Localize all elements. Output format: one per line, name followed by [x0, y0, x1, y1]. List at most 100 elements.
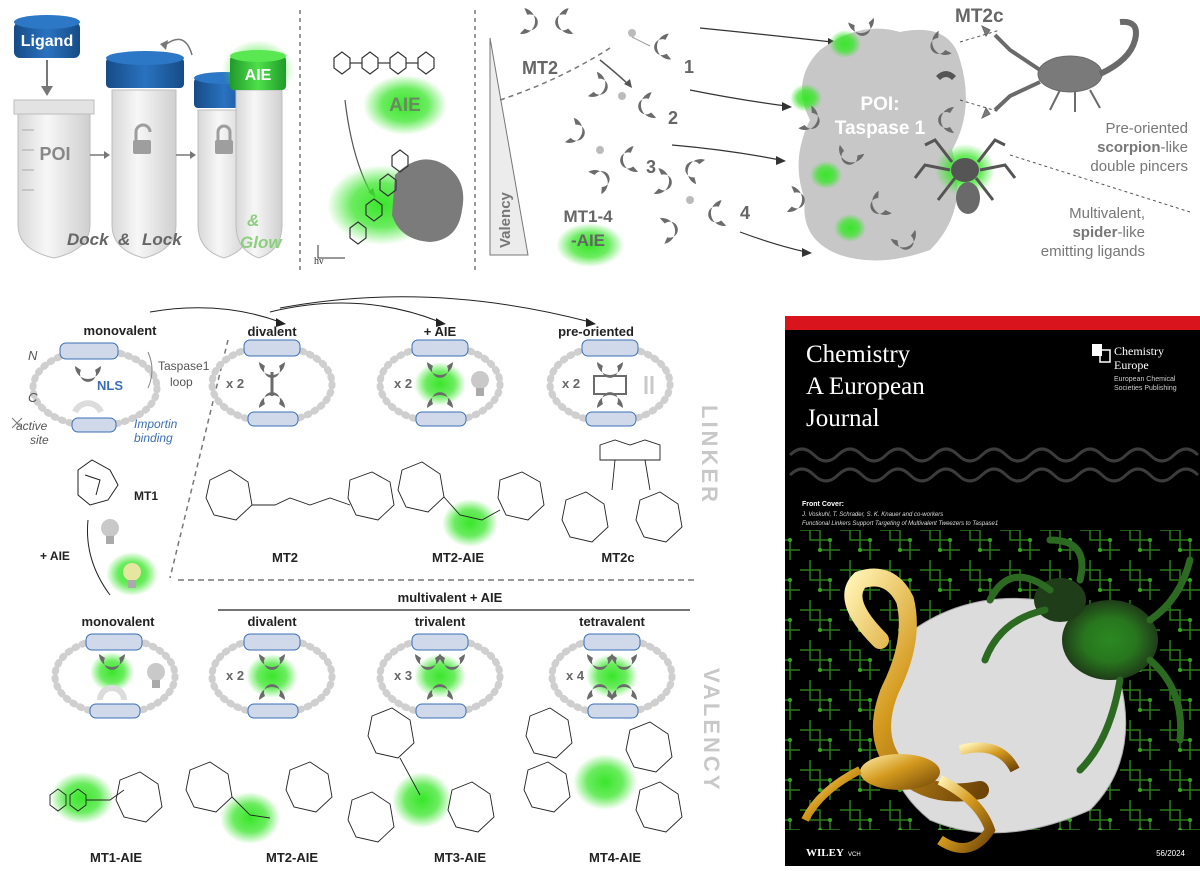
chemistry-europe-logo: Chemistry Europe European Chemical Socie… — [1092, 344, 1177, 392]
num-1: 1 — [684, 57, 694, 77]
n-terminus: N — [28, 348, 38, 363]
poi-blob: POI: Taspase 1 — [786, 17, 966, 261]
linker-diagonal-divider — [169, 339, 229, 579]
valency-wedge — [489, 37, 529, 256]
aie-cap-label: AIE — [245, 67, 272, 84]
docked-tube — [106, 38, 193, 259]
ligand-4 — [653, 154, 727, 244]
mt14-label-1: MT1-4 — [563, 207, 613, 226]
green-spider-icon — [981, 536, 1194, 774]
mt1-structure — [77, 459, 119, 506]
mt2c-structure — [561, 439, 683, 543]
ligand-label: Ligand — [21, 33, 73, 50]
linker-plus-aie-heading: + AIE — [424, 324, 457, 339]
brand-sub-2: Societies Publishing — [1114, 385, 1177, 392]
ligand-3 — [564, 117, 639, 195]
mt2c-label: MT2c — [955, 6, 1004, 27]
poi-label-1: POI: — [860, 94, 899, 115]
scissors-icon — [11, 417, 23, 429]
divalent-aie-loop — [376, 339, 504, 427]
poi-label: POI — [39, 144, 70, 164]
valency-monovalent-heading: monovalent — [82, 614, 156, 629]
cover-title-1: Chemistry — [806, 341, 911, 368]
valency-tetra-loop — [548, 633, 676, 719]
mt4-aie-structure — [523, 707, 683, 833]
valency-x3: x 3 — [394, 668, 412, 683]
valency-label: Valency — [497, 191, 514, 248]
mt1-aie-structure — [49, 771, 163, 823]
front-cover-label: Front Cover: — [802, 501, 844, 508]
cover-title-2: A European — [806, 373, 925, 400]
mt2-label: MT2 — [522, 58, 558, 78]
cover-pattern-band — [788, 447, 1200, 483]
valency-x2: x 2 — [226, 668, 244, 683]
publisher-logo: WILEY — [806, 847, 844, 859]
valency-trivalent-heading: trivalent — [415, 614, 466, 629]
scorpion-caption-3: double pincers — [1090, 158, 1188, 175]
ligand-1 — [628, 29, 672, 61]
spider-rest: -like — [1117, 224, 1145, 241]
linker-side-label: LINKER — [697, 405, 722, 505]
mt2c-structure-label: MT2c — [601, 550, 634, 565]
mt3-aie-structure — [347, 707, 495, 843]
multivalent-header: multivalent + AIE — [398, 590, 503, 605]
scorpion-rest: -like — [1160, 139, 1188, 156]
taspase-loop-label-2: loop — [170, 375, 193, 389]
hv-label: hν — [314, 256, 324, 267]
spider-bold: spider — [1072, 224, 1117, 241]
linker-monovalent-heading: monovalent — [84, 323, 158, 338]
aie-tube: AIE — [222, 40, 294, 259]
mt2-ligand — [519, 8, 574, 37]
mt3-aie-label: MT3-AIE — [434, 850, 486, 865]
valency-mono-loop — [51, 633, 179, 719]
mt1-label: MT1 — [134, 489, 158, 503]
dock-label: Dock — [67, 230, 110, 249]
journal-cover: Chemistry A European Journal Chemistry E… — [785, 316, 1200, 866]
glow-label: Glow — [240, 233, 283, 252]
spider-caption-2: spider-like — [1072, 224, 1145, 241]
mt14-label-2: -AIE — [571, 231, 605, 250]
nls-label: NLS — [97, 378, 123, 393]
cover-rock — [887, 597, 1127, 834]
amp-label-2: & — [247, 211, 259, 230]
cover-red-band — [785, 316, 1200, 330]
linker-divalent-heading: divalent — [247, 324, 297, 339]
valency-section: multivalent + AIE monovalent divalent tr… — [49, 590, 724, 865]
valency-poi-panel: Valency MT2 1 2 3 — [489, 6, 1191, 267]
mt2-aie-structure-label: MT2-AIE — [432, 550, 484, 565]
mt2-aie-bottom-label: MT2-AIE — [266, 850, 318, 865]
mt4-aie-label: MT4-AIE — [589, 850, 641, 865]
brand-line-2: Europe — [1114, 358, 1149, 372]
scorpion-icon — [981, 18, 1139, 120]
linker-section: monovalent N C Taspase1 loop NLS active … — [11, 296, 722, 596]
mt2-structure — [205, 469, 395, 521]
spider-icon — [913, 138, 1017, 214]
mt2-aie-structure — [397, 461, 545, 521]
ligand-cap: Ligand — [14, 15, 80, 96]
active-site-label-1: active — [16, 419, 48, 433]
bulb-off-icon — [101, 519, 119, 544]
publisher-sub: VCH — [848, 852, 861, 858]
gold-scorpion-icon — [801, 568, 1020, 853]
monovalent-loop — [29, 342, 161, 433]
cover-authors: J. Voskuhl, T. Schrader, S. K. Knauer an… — [801, 512, 943, 518]
linker-x2-b: x 2 — [394, 376, 412, 391]
mt1-aie-label: MT1-AIE — [90, 850, 142, 865]
amp-label-1: & — [118, 230, 130, 249]
valency-tetravalent-heading: tetravalent — [579, 614, 645, 629]
linker-pre-oriented-heading: pre-oriented — [558, 324, 634, 339]
linker-x2-c: x 2 — [562, 376, 580, 391]
divalent-loop — [208, 339, 336, 427]
aie-label: AIE — [389, 95, 421, 116]
poi-tube: POI — [13, 99, 95, 259]
valency-di-loop — [208, 633, 336, 719]
cover-article-title: Functional Linkers Support Targeting of … — [802, 521, 998, 527]
valency-side-label: VALENCY — [699, 668, 724, 793]
active-site-label-2: site — [30, 433, 49, 447]
num-3: 3 — [646, 157, 656, 177]
spider-caption-1: Multivalent, — [1069, 205, 1145, 222]
brand-line-1: Chemistry — [1114, 344, 1164, 358]
mt2-structure-label: MT2 — [272, 550, 298, 565]
